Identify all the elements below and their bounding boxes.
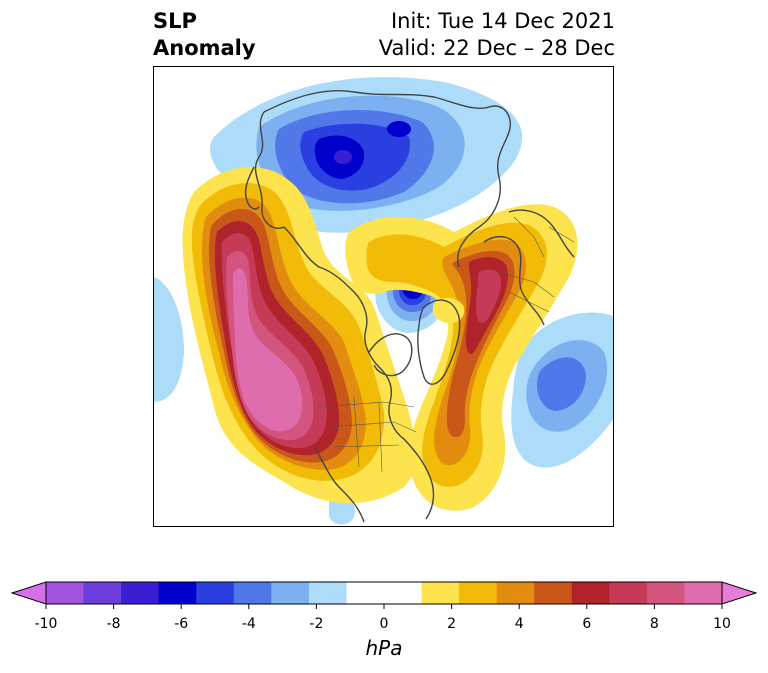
colorbar-bin (684, 582, 723, 604)
east-atlantic-low-anomaly (511, 312, 613, 468)
colorbar-tick-label: 8 (649, 616, 659, 632)
colorbar-bin (346, 582, 385, 604)
init-date-label: Init: Tue 14 Dec 2021 (390, 9, 615, 33)
colorbar-bin (609, 582, 648, 604)
map-panel (153, 66, 614, 527)
colorbar-bin (571, 582, 610, 604)
northwest-pacific-positive-anomaly (432, 297, 465, 324)
colorbar-bin (121, 582, 160, 604)
coastlines (244, 90, 575, 523)
map-title-right: Init: Tue 14 Dec 2021 Valid: 22 Dec – 28… (379, 8, 615, 62)
colorbar-bin (384, 582, 423, 604)
pacific-ridge-anomaly (182, 167, 416, 504)
anomaly-map (154, 77, 613, 525)
political-borders (318, 216, 575, 473)
colorbar-tick-label: -10 (34, 616, 58, 632)
colorbar-bin (308, 582, 347, 604)
colorbar-bin (196, 582, 235, 604)
colorbar-tick-label: 4 (514, 616, 524, 632)
colorbar-bin (421, 582, 460, 604)
colorbar-under-arrow (10, 581, 47, 605)
colorbar-tick-label: 6 (582, 616, 592, 632)
colorbar-tick-label: 0 (379, 616, 389, 632)
colorbar-over-arrow (721, 581, 758, 605)
colorbar-bin (496, 582, 535, 604)
colorbar-bin (233, 582, 272, 604)
colorbar-tick-label: -4 (241, 616, 256, 632)
colorbar-unit-label: hPa (365, 636, 403, 660)
colorbar-bin (158, 582, 197, 604)
colorbar-bar (10, 581, 758, 609)
colorbar-tick-label: -2 (309, 616, 324, 632)
colorbar-tick-label: -6 (174, 616, 189, 632)
colorbar: -10 -8 -6 -4 -2 0 2 4 6 8 10 hPa (0, 578, 768, 673)
colorbar-tick-label: -8 (106, 616, 121, 632)
anomaly-subtitle: Anomaly (153, 36, 256, 60)
colorbar-bin (646, 582, 685, 604)
colorbar-bin (534, 582, 573, 604)
colorbar-bin (83, 582, 122, 604)
colorbar-bin (271, 582, 310, 604)
valid-range-label: Valid: 22 Dec – 28 Dec (378, 36, 615, 60)
colorbar-bin (459, 582, 498, 604)
colorbar-bin (46, 582, 85, 604)
colorbar-tick-label: 2 (447, 616, 457, 632)
variable-title: SLP (153, 9, 197, 33)
map-title-left: SLP Anomaly (153, 8, 256, 62)
colorbar-tick-label: 10 (713, 616, 731, 632)
